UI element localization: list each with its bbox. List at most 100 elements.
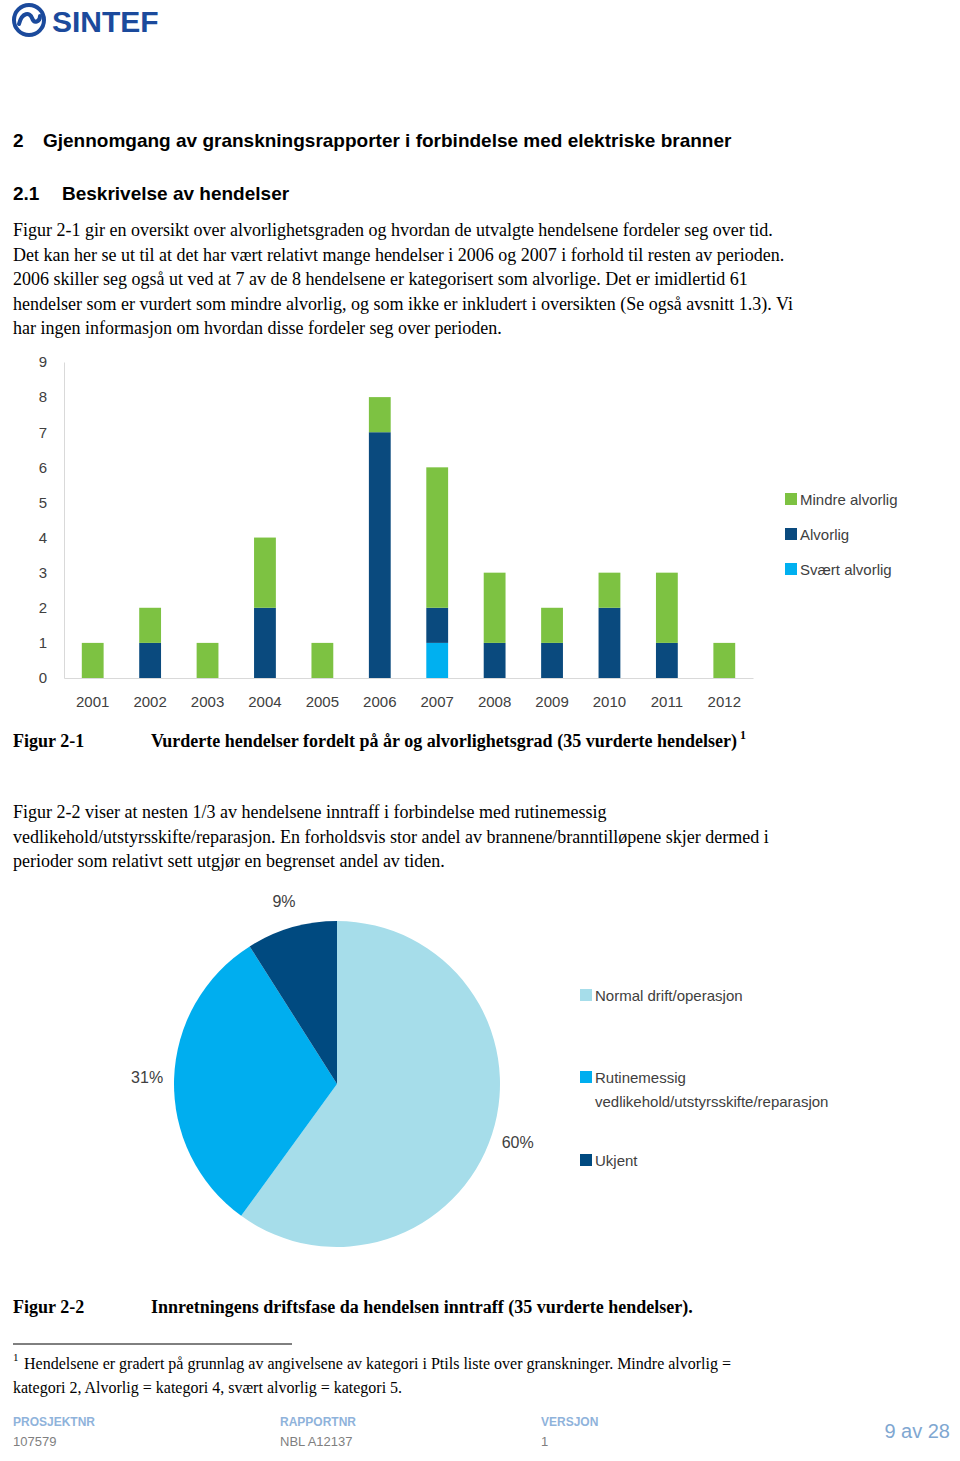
tick: 2003 [191,678,224,710]
tick-label: 5 [39,494,47,511]
tick-label: 2007 [421,693,454,710]
tick-label: 2001 [76,693,109,710]
caption-label: Figur 2-2 [13,1297,84,1317]
bar [82,643,104,678]
tick-label: 2010 [593,693,626,710]
logo: SINTEF [14,5,159,38]
bar [426,467,448,607]
footer-value: NBL A12137 [280,1434,353,1449]
legend-swatch [785,528,797,540]
bar [713,643,735,678]
tick-label: 2 [39,599,47,616]
slices [174,921,500,1247]
tick-label: 1 [39,634,47,651]
legend-swatch [785,493,797,505]
footnote-line: Hendelsene er gradert på grunnlag av ang… [24,1355,731,1373]
data-labels: 60%31%9% [131,893,534,1151]
paragraph: Figur 2-2 viser at nesten 1/3 av hendels… [13,802,769,871]
bar [541,643,563,678]
tick: 4 [39,529,64,546]
heading-title: Gjennomgang av granskningsrapporter i fo… [43,130,732,151]
paragraph-line: Figur 2-2 viser at nesten 1/3 av hendels… [13,802,607,822]
tick: 8 [39,388,64,405]
tick: 2012 [708,678,741,710]
bar [369,432,391,678]
footer-label: PROSJEKTNR [13,1415,95,1429]
tick-label: 2002 [133,693,166,710]
caption: Figur 2-2Innretningens driftsfase da hen… [13,1297,693,1318]
tick-label: 9 [39,353,47,370]
tick: 2009 [535,678,568,710]
bar [599,608,621,678]
legend-label: Ukjent [595,1152,638,1169]
tick: 0 [39,669,64,686]
paragraph-line: Figur 2-1 gir en oversikt over alvorligh… [13,220,773,240]
tick-label: 2004 [248,693,281,710]
bar [139,643,161,678]
bar [484,643,506,678]
bar [254,608,276,678]
x-axis: 2001 2002 2003 2004 2005 2006 2007 2008 2009 2010… [65,678,754,710]
tick-label: 2006 [363,693,396,710]
tick: 2010 [593,678,626,710]
tick: 2002 [133,678,166,710]
tick: 2005 [306,678,339,710]
bar [197,643,219,678]
page: SINTEF2Gjennomgang av granskningsrapport… [0,0,960,1461]
caption-text: Vurderte hendelser fordelt på år og alvo… [151,728,746,752]
bar [369,397,391,432]
tick: 3 [39,564,64,581]
paragraph: Figur 2-1 gir en oversikt over alvorligh… [13,220,793,338]
tick: 7 [39,424,64,441]
legend-label: Mindre alvorlig [800,491,898,508]
tick: 2007 [421,678,454,710]
paragraph-line: perioder som relativt sett utgjør en beg… [13,851,445,871]
caption-label: Figur 2-1 [13,731,84,751]
legend-label: Normal drift/operasjon [595,987,743,1004]
paragraph-line: 2006 skiller seg også ut ved at 7 av de … [13,269,748,289]
headings: 2Gjennomgang av granskningsrapporter i f… [13,130,732,204]
tick: 2004 [248,678,281,710]
legend-label: Alvorlig [800,526,849,543]
legend-label: Rutinemessigvedlikehold/utstyrsskifte/re… [595,1069,828,1110]
footer-label: VERSJON [541,1415,598,1429]
axis-line [65,678,754,679]
tick: 6 [39,459,64,476]
bar [656,573,678,643]
footer-value: 1 [541,1434,548,1449]
tick: 2 [39,599,64,616]
tick-label: 2011 [651,693,683,710]
paragraph-line: har ingen informasjon om hvordan disse f… [13,318,502,338]
slice [250,921,337,1084]
bar [311,643,333,678]
footnote-ref: 1 [13,1351,19,1363]
paragraph-line: vedlikehold/utstyrsskifte/reparasjon. En… [13,827,769,847]
axis-line [64,363,65,679]
tick-label: 2003 [191,693,224,710]
bar [139,608,161,643]
footnote: 1 Hendelsene er gradert på grunnlag av an… [13,1344,731,1397]
tick: 9 [39,353,64,370]
legend: Normal drift/operasjon Rutinemessigvedlik… [580,987,828,1169]
bar [426,608,448,643]
logo-swirl [19,14,40,24]
tick-label: 2008 [478,693,511,710]
tick-label: 4 [39,529,47,546]
bar [656,643,678,678]
data-label: 31% [131,1069,163,1086]
tick: 5 [39,494,64,511]
heading-title: Beskrivelse av hendelser [62,183,290,204]
tick-label: 2012 [708,693,741,710]
bar [254,538,276,608]
bar [599,573,621,608]
tick-label: 8 [39,388,47,405]
footer: PROSJEKTNR107579RAPPORTNRNBL A12137VERSJ… [13,1415,950,1449]
paragraph-line: hendelser som er vurdert som mindre alvo… [13,294,793,315]
bar [541,608,563,643]
page-number: 9 av 28 [884,1420,950,1442]
tick: 2008 [478,678,511,710]
data-label: 9% [272,893,295,910]
bar-chart: 0123456789200120022003200420052006200720… [39,353,898,709]
tick-label: 2005 [306,693,339,710]
tick: 2011 [651,678,683,710]
